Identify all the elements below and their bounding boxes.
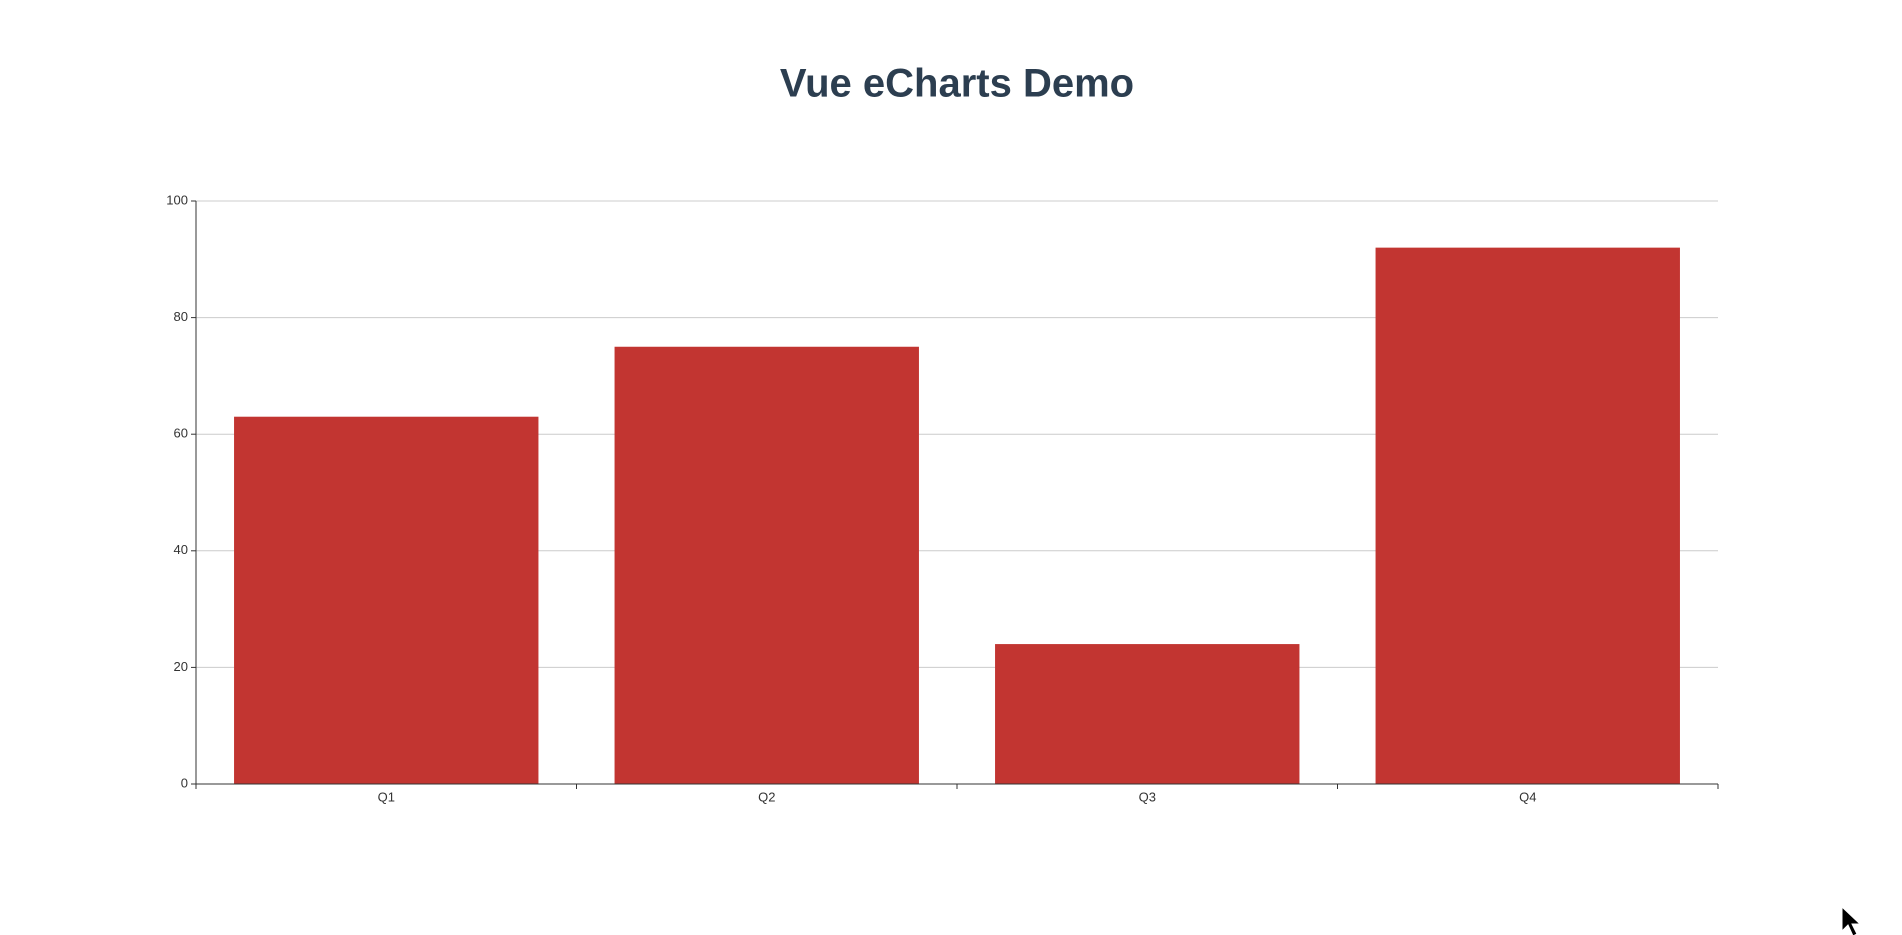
- mouse-cursor: [1841, 905, 1862, 935]
- bar: [995, 644, 1300, 784]
- y-tick-label: 0: [181, 775, 188, 790]
- y-tick-label: 60: [174, 426, 188, 441]
- bar: [234, 416, 539, 784]
- x-tick-label: Q4: [1519, 789, 1536, 804]
- y-tick-label: 100: [166, 192, 188, 207]
- y-tick-label: 40: [174, 542, 188, 557]
- y-tick-label: 80: [174, 309, 188, 324]
- y-tick-label: 20: [174, 659, 188, 674]
- bar: [1375, 247, 1680, 784]
- x-tick-label: Q1: [378, 789, 395, 804]
- chart-title: Vue eCharts Demo: [780, 62, 1134, 106]
- x-tick-label: Q3: [1139, 789, 1156, 804]
- x-tick-label: Q2: [758, 789, 775, 804]
- bar: [614, 346, 919, 784]
